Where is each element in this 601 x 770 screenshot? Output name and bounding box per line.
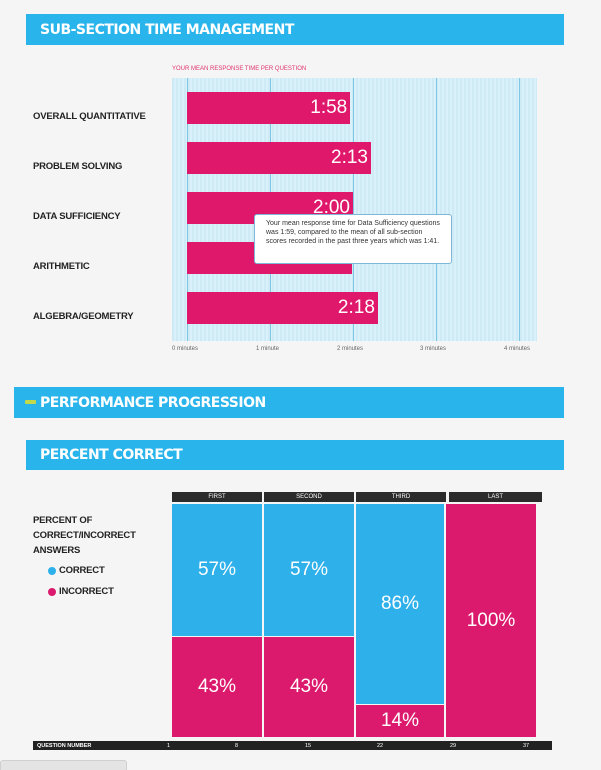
time-bar-value-label: 2:18: [337, 297, 375, 318]
question-tick-15: 15: [305, 742, 312, 749]
performance-progression-header[interactable]: PERFORMANCE PROGRESSION: [14, 387, 564, 418]
cell-first-correct: 57%: [172, 504, 262, 636]
x-tick-1: 1 minute: [256, 346, 280, 352]
time-management-header: SUB-SECTION TIME MANAGEMENT: [26, 14, 564, 45]
time-bar-value-label: 1:58: [310, 97, 348, 118]
time-management-title: SUB-SECTION TIME MANAGEMENT: [40, 21, 294, 38]
legend-title: PERCENT OF CORRECT/INCORRECT ANSWERS: [33, 515, 136, 556]
x-tick-2: 2 minutes: [337, 346, 364, 352]
legend-correct-label: CORRECT: [59, 565, 105, 576]
legend-correct: CORRECT: [48, 565, 105, 576]
legend-incorrect-label: INCORRECT: [59, 586, 114, 597]
question-number-label: QUESTION NUMBER: [37, 742, 92, 749]
time-chart-plot: 1:58 2:13 2:00 2:18: [172, 78, 537, 341]
incorrect-swatch-icon: [48, 587, 56, 596]
time-bar-value-label: 2:13: [331, 147, 368, 168]
time-bar-value-label: 2:00: [313, 197, 350, 218]
time-bar-algebra-geometry[interactable]: 2:18: [187, 292, 378, 324]
gridline-4-minutes: [519, 78, 520, 341]
row-label-arithmetic: ARITHMETIC: [33, 261, 90, 272]
gridline-3-minutes: [436, 78, 437, 341]
cell-third-correct: 86%: [356, 504, 444, 704]
column-header-third: THIRD: [356, 492, 446, 502]
cell-first-incorrect: 43%: [172, 637, 262, 737]
column-header-first: FIRST: [172, 492, 262, 502]
time-bar-problem-solving[interactable]: 2:13: [187, 142, 371, 174]
column-header-second: SECOND: [264, 492, 354, 502]
column-header-last: LAST: [449, 492, 542, 502]
gridline-2-minutes: [353, 78, 354, 341]
cell-second-correct: 57%: [264, 504, 354, 636]
correct-swatch-icon: [48, 566, 56, 575]
bottom-scroll-tab[interactable]: [0, 760, 127, 770]
x-tick-4: 4 minutes: [504, 346, 531, 352]
cell-last-incorrect: 100%: [446, 504, 536, 737]
row-label-algebra-geometry: ALGEBRA/GEOMETRY: [33, 311, 134, 322]
x-tick-3: 3 minutes: [420, 346, 447, 352]
question-tick-29: 29: [450, 742, 457, 749]
question-tick-1: 1: [167, 742, 171, 749]
performance-progression-title: PERFORMANCE PROGRESSION: [40, 394, 266, 411]
question-number-axis: QUESTION NUMBER 1 8 15 22 29 37: [33, 741, 552, 750]
row-label-problem-solving: PROBLEM SOLVING: [33, 161, 123, 172]
row-label-data-sufficiency: DATA SUFFICIENCY: [33, 211, 121, 222]
question-tick-37: 37: [523, 742, 530, 749]
percent-correct-title: PERCENT CORRECT: [40, 447, 183, 463]
question-tick-22: 22: [377, 742, 384, 749]
legend-incorrect: INCORRECT: [48, 586, 114, 597]
cell-second-incorrect: 43%: [264, 637, 354, 737]
time-bar-overall-quantitative[interactable]: 1:58: [187, 92, 351, 124]
collapse-dash-icon[interactable]: [25, 400, 36, 404]
percent-correct-header: PERCENT CORRECT: [26, 440, 564, 470]
row-label-overall-quantitative: OVERALL QUANTITATIVE: [33, 111, 146, 122]
question-tick-8: 8: [235, 742, 239, 749]
data-sufficiency-tooltip: Your mean response time for Data Suffici…: [254, 214, 452, 264]
time-chart-caption: YOUR MEAN RESPONSE TIME PER QUESTION: [172, 66, 307, 72]
cell-third-incorrect: 14%: [356, 705, 444, 737]
x-tick-0: 0 minutes: [172, 346, 199, 352]
